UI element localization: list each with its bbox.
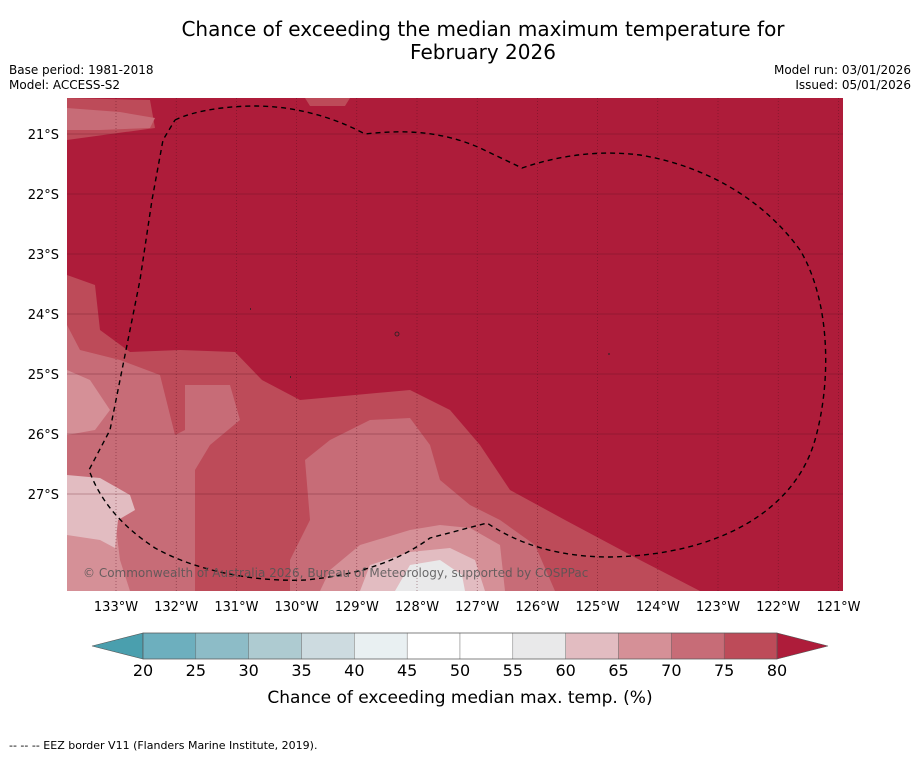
- contour-region-65-70: [67, 370, 110, 435]
- footnote: -- -- -- EEZ border V11 (Flanders Marine…: [9, 739, 318, 752]
- colorbar-ticks: 20 25 30 35 40 45 50 55 60 65 70 75 80: [133, 661, 787, 680]
- longitude-label: 121°W: [816, 600, 860, 615]
- eez-border-line: [88, 105, 827, 581]
- colorbar-tick-label: 70: [661, 661, 681, 680]
- longitude-label: 133°W: [94, 600, 138, 615]
- longitude-label: 131°W: [214, 600, 258, 615]
- latitude-label: 21°S: [28, 128, 59, 143]
- contour-region-70-75-top: [67, 108, 155, 130]
- title-line-2: February 2026: [410, 40, 556, 64]
- colorbar-over-arrow: [776, 632, 829, 660]
- colorbar-tick-label: 80: [767, 661, 787, 680]
- latitude-label: 24°S: [28, 308, 59, 323]
- latitude-label: 26°S: [28, 428, 59, 443]
- colorbar-bin: [406, 632, 461, 660]
- colorbar-bin: [459, 632, 514, 660]
- colorbar-tick-label: 30: [238, 661, 258, 680]
- meta-left: Base period: 1981-2018 Model: ACCESS-S2: [9, 63, 154, 93]
- map-grid: [67, 98, 843, 591]
- model-name: Model: ACCESS-S2: [9, 78, 121, 92]
- model-run: Model run: 03/01/2026: [773, 63, 911, 77]
- contour-region-55-60: [395, 560, 465, 591]
- longitude-label: 132°W: [154, 600, 198, 615]
- colorbar-bin: [142, 632, 197, 660]
- latitude-label: 23°S: [28, 248, 59, 263]
- colorbar-bin: [723, 632, 778, 660]
- colorbar-tick-label: 35: [291, 661, 311, 680]
- colorbar-tick-label: 75: [714, 661, 734, 680]
- longitude-label: 122°W: [756, 600, 800, 615]
- longitude-label: 127°W: [455, 600, 499, 615]
- colorbar-bin: [195, 632, 249, 660]
- colorbar-tick-label: 25: [186, 661, 206, 680]
- colorbar-bin: [354, 632, 408, 660]
- colorbar-under-arrow: [91, 632, 144, 660]
- copyright-watermark: © Commonwealth of Australia 2026, Bureau…: [83, 566, 588, 580]
- longitude-label: 129°W: [335, 600, 379, 615]
- colorbar-tick-label: 55: [503, 661, 523, 680]
- colorbar-tick-label: 40: [344, 661, 364, 680]
- longitude-label: 124°W: [636, 600, 680, 615]
- longitude-labels: 133°W 132°W 131°W 130°W 129°W 128°W 127°W 126°W…: [94, 600, 861, 615]
- colorbar-bin: [565, 632, 619, 660]
- longitude-label: 125°W: [576, 600, 620, 615]
- longitude-label: 128°W: [395, 600, 439, 615]
- base-period: Base period: 1981-2018: [9, 63, 154, 77]
- chart-title: Chance of exceeding the median maximum t…: [0, 18, 919, 64]
- contour-region-60-65: [67, 475, 135, 548]
- latitude-label: 22°S: [28, 188, 59, 203]
- colorbar-bin: [671, 632, 725, 660]
- latitude-labels: 21°S 22°S 23°S 24°S 25°S 26°S 27°S: [28, 128, 59, 503]
- colorbar-bin: [248, 632, 302, 660]
- title-line-1: Chance of exceeding the median maximum t…: [181, 17, 785, 41]
- meta-right: Model run: 03/01/2026 Issued: 05/01/2026: [774, 63, 911, 93]
- issued-date: Issued: 05/01/2026: [795, 78, 911, 92]
- colorbar-tick-label: 20: [133, 661, 153, 680]
- latitude-label: 25°S: [28, 368, 59, 383]
- colorbar-bin: [618, 632, 672, 660]
- latitude-label: 27°S: [28, 488, 59, 503]
- colorbar-tick-label: 45: [397, 661, 417, 680]
- colorbar-tick-label: 50: [450, 661, 470, 680]
- colorbar-label: Chance of exceeding median max. temp. (%…: [267, 688, 652, 708]
- colorbar: 20 25 30 35 40 45 50 55 60 65 70 75 80 Chance of exc…: [91, 632, 829, 708]
- longitude-label: 130°W: [275, 600, 319, 615]
- island-mark: [394, 331, 400, 337]
- colorbar-bin: [512, 632, 566, 660]
- contour-region-75-80-topmid: [305, 98, 350, 106]
- longitude-label: 123°W: [696, 600, 740, 615]
- longitude-label: 126°W: [515, 600, 559, 615]
- colorbar-bins: [142, 632, 778, 660]
- colorbar-tick-label: 65: [608, 661, 628, 680]
- map-plot-area: © Commonwealth of Australia 2026, Bureau…: [67, 98, 843, 591]
- colorbar-bin: [301, 632, 355, 660]
- colorbar-tick-label: 60: [555, 661, 575, 680]
